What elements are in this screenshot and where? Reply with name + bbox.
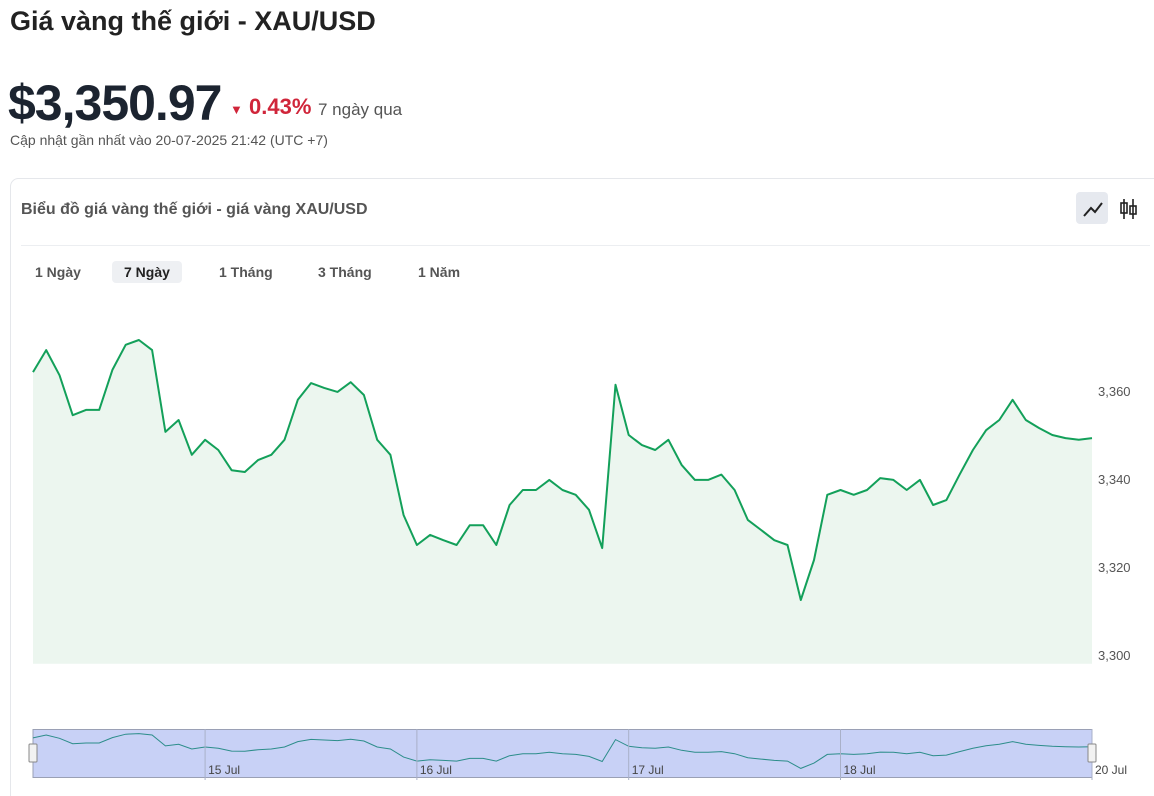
range-tab[interactable]: 1 Năm	[418, 264, 461, 280]
navigator-handle	[28, 743, 38, 763]
range-tab[interactable]: 7 Ngày	[112, 261, 182, 283]
navigator-handle	[1087, 743, 1097, 763]
y-tick-label: 3,360	[1098, 384, 1131, 399]
candle-button[interactable]	[1120, 199, 1137, 219]
area	[33, 340, 1092, 664]
price-line	[32, 339, 1093, 601]
price: $3,350.97	[8, 75, 222, 131]
change: ▼ 0.43%	[230, 94, 312, 119]
x-tick-label: 20 Jul	[1095, 763, 1127, 777]
range-tab[interactable]: 1 Tháng	[219, 264, 273, 280]
x-tick-label: 15 Jul	[208, 763, 240, 777]
x-tick-label: 16 Jul	[420, 763, 452, 777]
card-title: Biểu đồ giá vàng thế giới - giá vàng XAU…	[21, 201, 368, 218]
y-tick-label: 3,300	[1098, 648, 1131, 663]
x-tick-label: 17 Jul	[632, 763, 664, 777]
x-tick-label: 18 Jul	[843, 763, 875, 777]
y-tick-label: 3,320	[1098, 560, 1131, 575]
range-tab[interactable]: 3 Tháng	[318, 264, 372, 280]
line-icon	[1083, 202, 1103, 217]
updated: Cập nhật gần nhất vào 20-07-2025 21:42 (…	[10, 132, 328, 148]
period: 7 ngày qua	[318, 100, 403, 119]
navigator-line	[32, 733, 1093, 769]
y-tick-label: 3,340	[1098, 472, 1131, 487]
range-tab[interactable]: 1 Ngày	[35, 264, 81, 280]
change-value: 0.43%	[249, 94, 312, 119]
page-title: Giá vàng thế giới - XAU/USD	[10, 6, 376, 36]
